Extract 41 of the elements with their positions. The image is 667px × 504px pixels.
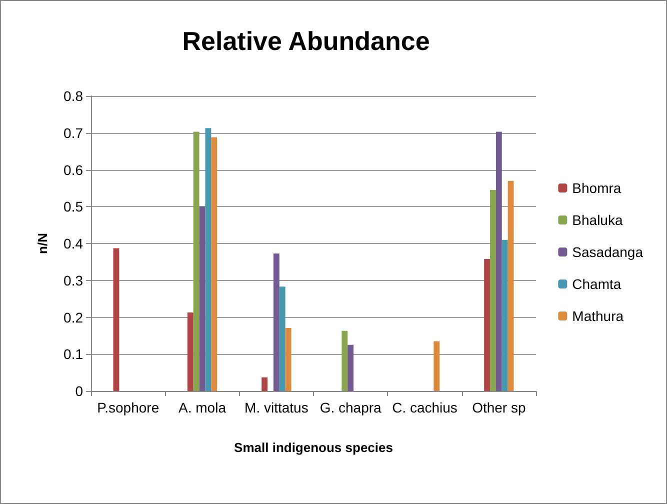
bar bbox=[205, 128, 212, 391]
x-tick-label: G. chapra bbox=[320, 400, 382, 416]
bar bbox=[348, 344, 354, 391]
bar bbox=[502, 240, 508, 391]
bar bbox=[262, 377, 268, 391]
legend-label: Sasadanga bbox=[572, 244, 644, 260]
legend-label: Mathura bbox=[572, 308, 624, 324]
legend-label: Bhaluka bbox=[572, 212, 623, 228]
y-tick-label: 0.5 bbox=[64, 198, 84, 215]
bar bbox=[490, 190, 496, 391]
x-tick-label: C. cachius bbox=[392, 400, 458, 416]
bar bbox=[484, 258, 490, 391]
bar bbox=[187, 312, 194, 391]
bar bbox=[211, 137, 218, 391]
x-tick-label: M. vittatus bbox=[244, 400, 308, 416]
y-axis-title: n/N bbox=[35, 233, 50, 254]
y-tick-label: 0.7 bbox=[64, 124, 84, 141]
y-tick-label: 0.2 bbox=[64, 309, 84, 326]
bar bbox=[508, 180, 514, 391]
bar bbox=[285, 328, 292, 391]
x-axis-title: Small indigenous species bbox=[234, 440, 393, 455]
bar bbox=[496, 132, 502, 391]
chart-title: Relative Abundance bbox=[182, 26, 430, 56]
bar bbox=[279, 286, 286, 391]
x-tick-label: A. mola bbox=[178, 400, 226, 416]
legend-label: Bhomra bbox=[572, 180, 622, 196]
bar bbox=[273, 253, 280, 391]
y-tick-label: 0 bbox=[75, 383, 84, 399]
x-tick-label: Other sp bbox=[472, 400, 526, 416]
bar bbox=[342, 330, 348, 391]
legend-label: Chamta bbox=[572, 276, 622, 292]
bar bbox=[434, 341, 440, 391]
x-tick-label: P.sophore bbox=[97, 400, 160, 416]
y-tick-label: 0.1 bbox=[64, 346, 84, 362]
bar bbox=[199, 206, 206, 391]
y-tick-label: 0.3 bbox=[64, 272, 84, 288]
y-tick-label: 0.6 bbox=[64, 162, 84, 178]
bar bbox=[113, 248, 120, 391]
y-tick-label: 0.4 bbox=[64, 236, 84, 252]
bar bbox=[193, 132, 200, 391]
y-tick-label: 0.8 bbox=[64, 88, 84, 104]
